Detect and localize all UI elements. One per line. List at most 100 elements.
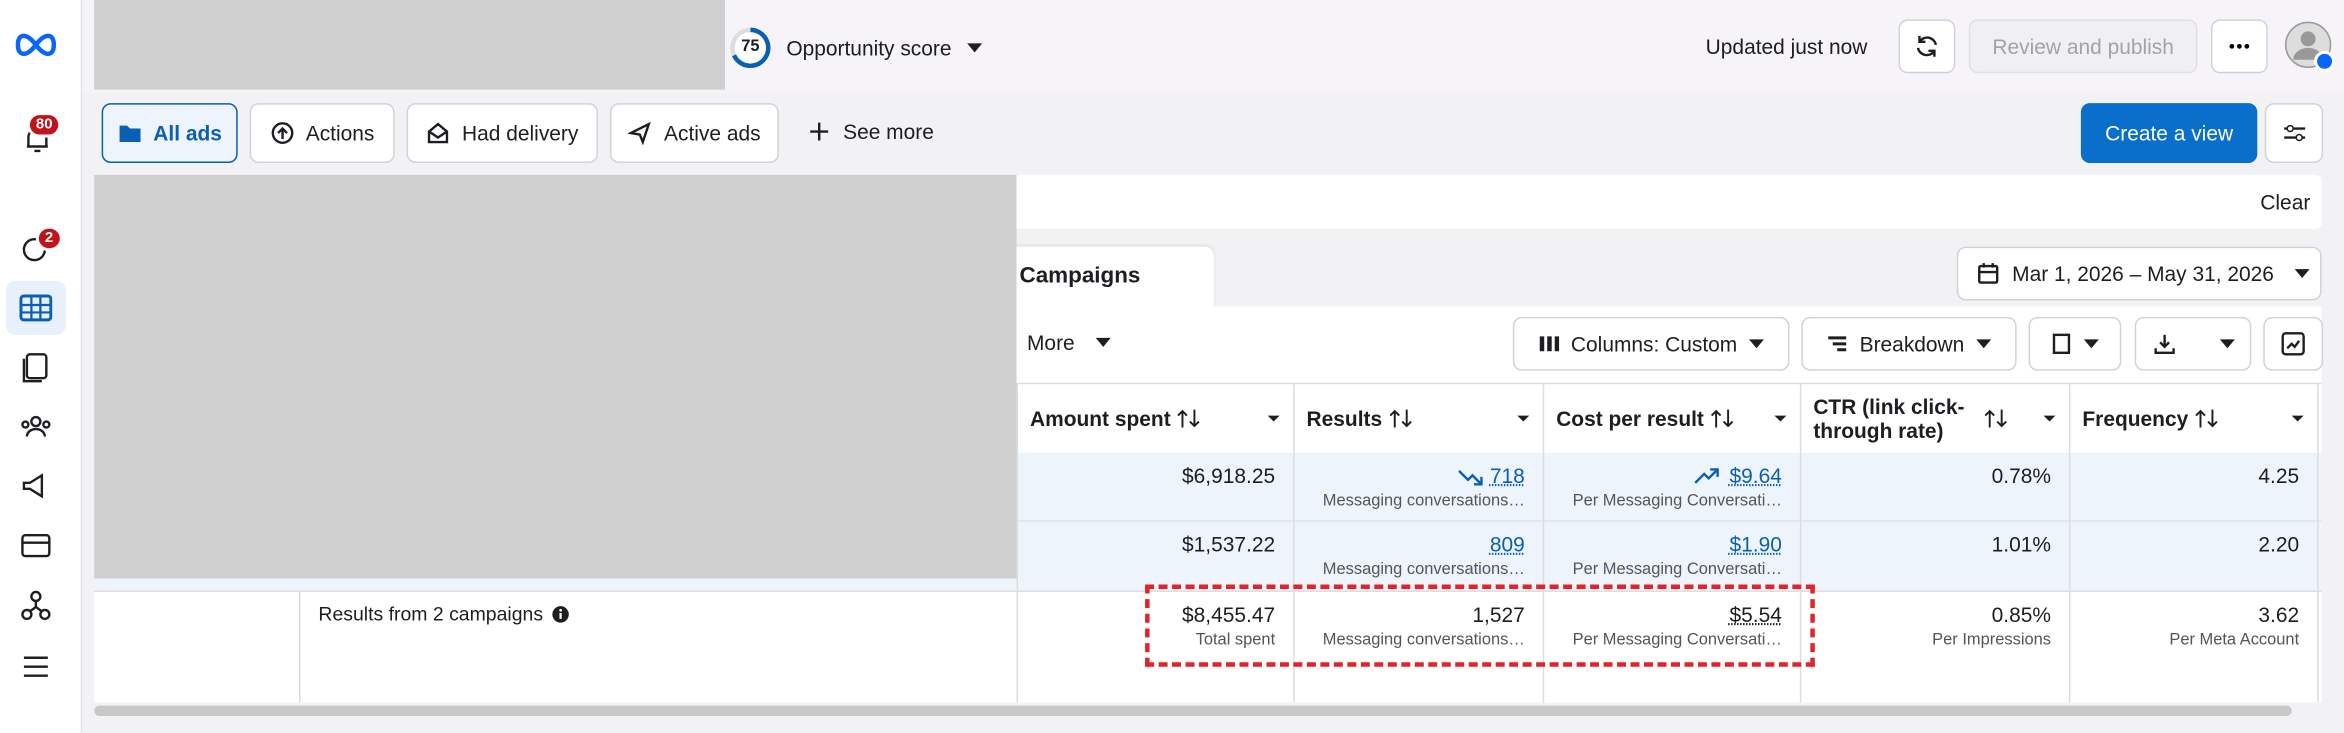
download-icon bbox=[2153, 334, 2175, 354]
sort-icon bbox=[1388, 409, 1412, 428]
value: 4.25 bbox=[2258, 463, 2300, 488]
caret bbox=[1774, 415, 1787, 422]
cell-frequency: 3.62 bbox=[2078, 602, 2299, 626]
value: $1,537.22 bbox=[1182, 532, 1276, 557]
pages-icon[interactable] bbox=[19, 351, 52, 384]
view-settings-button[interactable] bbox=[2264, 103, 2324, 163]
value[interactable]: $9.64 bbox=[1729, 463, 1782, 488]
date-range: Mar 1, 2026 – May 31, 2026 bbox=[2012, 261, 2274, 286]
up-trend bbox=[1694, 468, 1719, 484]
filter-label: Actions bbox=[305, 121, 375, 146]
cell-sub: Total spent bbox=[1195, 630, 1276, 649]
column-divider bbox=[1293, 384, 1295, 703]
cell-results: 718 bbox=[1302, 463, 1525, 487]
meta-logo[interactable] bbox=[12, 30, 60, 60]
cell-frequency: 4.25 bbox=[2078, 463, 2299, 487]
chart-button[interactable] bbox=[2263, 316, 2324, 371]
avatar[interactable] bbox=[2284, 21, 2336, 72]
column-header[interactable]: Results bbox=[1307, 392, 1530, 446]
filter-active-ads[interactable]: Active ads bbox=[609, 103, 779, 163]
column-divider bbox=[1016, 384, 1019, 703]
caret bbox=[1749, 339, 1765, 349]
cell-ctr: 0.85% bbox=[1809, 602, 2051, 626]
divider bbox=[94, 382, 2322, 385]
see-more[interactable]: See more bbox=[809, 120, 934, 144]
breakdown-button[interactable]: Breakdown bbox=[1801, 316, 2017, 371]
audience-icon[interactable] bbox=[19, 411, 52, 444]
notification-badge: 80 bbox=[26, 112, 62, 138]
redacted bbox=[94, 0, 726, 90]
sort-icon bbox=[2195, 409, 2218, 428]
see-more-label: See more bbox=[843, 119, 934, 144]
column-header[interactable]: Cost per result bbox=[1556, 392, 1787, 446]
summary-text: Results from 2 campaigns bbox=[318, 602, 544, 625]
filter-label: Had delivery bbox=[462, 121, 579, 146]
campaign-icon[interactable] bbox=[19, 469, 52, 502]
score-ring bbox=[730, 27, 771, 69]
campaigns-tab[interactable] bbox=[1004, 246, 1214, 310]
cell-cost: $1.90 bbox=[1552, 532, 1782, 556]
billing-icon[interactable] bbox=[19, 529, 52, 562]
export-button[interactable] bbox=[2134, 316, 2252, 371]
info-icon[interactable] bbox=[552, 605, 570, 623]
reports-icon bbox=[2052, 333, 2071, 354]
value: 1.01% bbox=[1991, 532, 2052, 557]
cell-ctr: 1.01% bbox=[1809, 532, 2051, 556]
header-label: Frequency bbox=[2082, 406, 2189, 431]
more-menu[interactable]: More bbox=[1027, 330, 1111, 354]
active-nav[interactable] bbox=[5, 281, 66, 335]
caret bbox=[966, 43, 982, 53]
value: 3.62 bbox=[2258, 602, 2300, 627]
highlight-box bbox=[1145, 584, 1815, 667]
opportunity-menu[interactable]: Opportunity score bbox=[786, 36, 982, 60]
column-divider bbox=[1799, 384, 1802, 703]
columns-button[interactable]: Columns: Custom bbox=[1512, 316, 1790, 371]
date-range-button[interactable]: Mar 1, 2026 – May 31, 2026 bbox=[1956, 246, 2322, 301]
filter-had-delivery[interactable]: Had delivery bbox=[406, 103, 598, 163]
redacted bbox=[94, 174, 1017, 579]
cell-sub: Messaging conversations… bbox=[1322, 560, 1525, 579]
review-publish-button[interactable]: Review and publish bbox=[1968, 19, 2198, 74]
icon bbox=[270, 122, 293, 144]
column-header[interactable]: Amount spent bbox=[1030, 392, 1280, 446]
cell-amount: $6,918.25 bbox=[1026, 463, 1276, 488]
summary-label: Results from 2 campaigns bbox=[318, 602, 570, 625]
column-header[interactable]: CTR (link click-through rate) bbox=[1813, 392, 2056, 446]
clear-button[interactable]: Clear bbox=[2260, 189, 2311, 214]
header-label: Results bbox=[1306, 406, 1383, 431]
caret bbox=[1517, 415, 1530, 422]
cell-frequency: 2.20 bbox=[2078, 532, 2299, 556]
more-options-button[interactable] bbox=[2210, 19, 2268, 74]
header-label: Amount spent bbox=[1029, 406, 1171, 431]
cell-results: 809 bbox=[1302, 532, 1525, 556]
menu-icon[interactable] bbox=[19, 650, 52, 683]
refresh-button[interactable] bbox=[1898, 19, 1956, 74]
value[interactable]: 718 bbox=[1489, 463, 1525, 488]
breakdown-icon bbox=[1828, 336, 1847, 352]
caret bbox=[1267, 415, 1280, 422]
value[interactable]: $1.90 bbox=[1729, 532, 1782, 557]
filter-actions[interactable]: Actions bbox=[249, 103, 395, 163]
value: 0.85% bbox=[1991, 602, 2052, 627]
value: 0.78% bbox=[1991, 463, 2052, 488]
table-icon[interactable] bbox=[19, 293, 53, 323]
value: $6,918.25 bbox=[1182, 463, 1276, 488]
sort-icon bbox=[1710, 409, 1733, 428]
sidebar: 80 2 bbox=[0, 0, 83, 733]
create-view-button[interactable]: Create a view bbox=[2080, 103, 2258, 163]
breakdown-label: Breakdown bbox=[1859, 331, 1965, 356]
cell-sub: Per Messaging Conversati… bbox=[1572, 560, 1782, 579]
value[interactable]: 809 bbox=[1489, 532, 1525, 557]
caret bbox=[1976, 339, 1992, 349]
filter-all-ads[interactable]: All ads bbox=[101, 103, 238, 163]
tools-icon[interactable] bbox=[19, 589, 52, 622]
cell-results: 1,527 bbox=[1302, 602, 1524, 626]
value: $5.54 bbox=[1729, 602, 1782, 627]
reports-button[interactable] bbox=[2028, 316, 2122, 371]
column-header[interactable]: Frequency bbox=[2082, 392, 2304, 446]
scrollbar[interactable] bbox=[94, 705, 2292, 717]
divider bbox=[94, 590, 2322, 592]
caret bbox=[2291, 415, 2304, 422]
caret bbox=[2083, 339, 2099, 349]
